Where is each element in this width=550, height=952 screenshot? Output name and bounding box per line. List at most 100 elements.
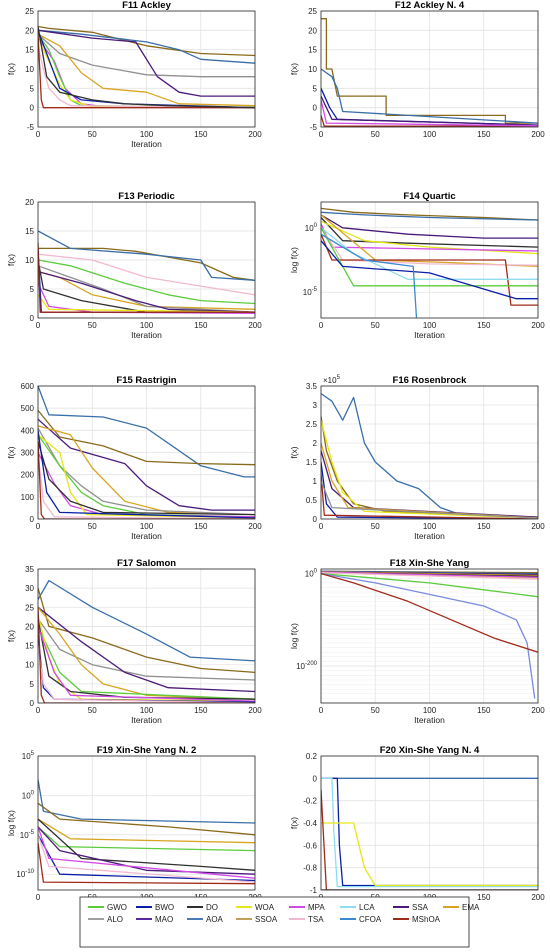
y-axis-label: f(x) xyxy=(289,446,299,458)
legend-label: MAO xyxy=(155,915,173,924)
series-line-ema xyxy=(38,425,255,516)
y-tick-label: 5 xyxy=(30,680,35,689)
series-line-alo xyxy=(38,618,255,681)
series-line-cfoa xyxy=(321,233,418,318)
x-tick-label: 0 xyxy=(36,706,41,715)
series-line-lca xyxy=(321,777,538,888)
x-tick-label: 150 xyxy=(477,706,491,715)
x-tick-label: 100 xyxy=(140,321,154,330)
x-tick-label: 50 xyxy=(371,706,380,715)
series-line-do xyxy=(38,441,255,516)
y-tick-label: 600 xyxy=(21,382,35,391)
series-line-ema xyxy=(38,33,255,107)
legend-item-gwo: GWO xyxy=(88,903,127,912)
series-line-ssa xyxy=(38,606,255,693)
x-tick-label: 200 xyxy=(248,522,262,531)
x-tick-label: 0 xyxy=(319,130,324,139)
chart-title: F12 Ackley N. 4 xyxy=(395,0,465,11)
y-tick-label: 5 xyxy=(30,84,35,93)
series-group xyxy=(321,570,538,699)
series-line-do xyxy=(38,26,255,109)
chart-title: F13 Periodic xyxy=(118,191,175,202)
series-line-cfoa xyxy=(38,230,255,281)
x-tick-label: 100 xyxy=(140,706,154,715)
x-tick-label: 200 xyxy=(531,130,545,139)
y-tick-label: -5 xyxy=(27,123,35,132)
legend-item-mshoa: MShOA xyxy=(393,915,441,924)
y-axis-label: f(x) xyxy=(6,630,16,642)
y-tick-label: 200 xyxy=(21,471,35,480)
y-tick-label: -5 xyxy=(310,123,318,132)
x-tick-label: 0 xyxy=(36,130,41,139)
series-line-tsa xyxy=(38,253,255,296)
legend-label: WOA xyxy=(255,903,275,912)
x-tick-label: 200 xyxy=(531,522,545,531)
axes-frame xyxy=(37,10,256,128)
y-tick-label: 5 xyxy=(313,84,318,93)
legend-item-woa: WOA xyxy=(236,903,275,912)
series-line-mshoa xyxy=(321,789,538,890)
chart-panel-7: 0 50 100 150 200 0 5 10 15 20 25 30 35 F17 Salomon Ite… xyxy=(6,558,262,725)
series-line-alo xyxy=(321,480,538,519)
chart-title: F17 Salomon xyxy=(117,558,176,569)
y-axis-label: f(x) xyxy=(6,254,16,266)
series-line-ssoa xyxy=(321,207,538,221)
chart-panel-4: 0 50 100 150 200 100 10-5 F14 Quartic Iteration l… xyxy=(289,191,545,340)
legend-item-ema: EMA xyxy=(443,903,480,912)
legend-label: BWO xyxy=(155,903,174,912)
y-tick-label: 20 xyxy=(25,622,34,631)
y-tick-label: 15 xyxy=(25,642,34,651)
x-tick-label: 50 xyxy=(88,321,97,330)
y-multiplier-exponent: 5 xyxy=(337,375,341,381)
x-tick-label: 100 xyxy=(140,522,154,531)
series-line-tsa xyxy=(38,834,255,883)
legend-label: SSA xyxy=(412,903,429,912)
series-line-ssa xyxy=(38,418,255,511)
series-line-cfoa xyxy=(321,211,538,221)
series-group xyxy=(38,779,255,885)
y-axis-label: log f(x) xyxy=(289,623,299,649)
x-tick-label: 100 xyxy=(423,321,437,330)
chart-panel-6: 0 50 100 150 200 0 0.5 1 1.5 2 2.5 3 3.5 ×105 F16 Rose… xyxy=(289,375,545,541)
axes-frame xyxy=(320,568,539,704)
series-line-woa xyxy=(321,420,538,519)
series-line-woa xyxy=(38,37,255,109)
series-line-mshoa xyxy=(321,572,538,653)
y-tick-label: 1 xyxy=(313,477,318,486)
series-line-gwo xyxy=(321,227,538,287)
legend-item-ssoa: SSOA xyxy=(236,915,278,924)
series-line-do xyxy=(38,818,255,871)
x-tick-label: 150 xyxy=(194,522,208,531)
y-tick-label: 0 xyxy=(30,314,35,323)
series-line-mshoa xyxy=(321,233,538,306)
y-tick-label: 35 xyxy=(25,565,34,574)
chart-title: F15 Rastrigin xyxy=(116,375,176,386)
y-axis-label: f(x) xyxy=(6,63,16,75)
series-line-bwo xyxy=(38,430,255,519)
x-tick-label: 0 xyxy=(319,706,324,715)
y-tick-label: 100 xyxy=(305,569,318,579)
x-tick-label: 0 xyxy=(319,321,324,330)
y-tick-label: 100 xyxy=(21,493,35,502)
y-tick-label: 300 xyxy=(21,449,35,458)
legend-label: MPA xyxy=(308,903,325,912)
y-tick-label: 100 xyxy=(22,790,35,800)
series-line-ssa xyxy=(38,826,255,875)
x-tick-label: 100 xyxy=(423,522,437,531)
y-tick-label: 500 xyxy=(21,404,35,413)
y-tick-label: 25 xyxy=(308,7,317,16)
x-tick-label: 200 xyxy=(248,130,262,139)
axes-frame xyxy=(320,385,539,520)
x-tick-label: 150 xyxy=(194,130,208,139)
y-tick-exponent: 0 xyxy=(31,790,35,796)
x-tick-label: 50 xyxy=(371,321,380,330)
x-tick-label: 150 xyxy=(477,522,491,531)
x-tick-label: 100 xyxy=(423,130,437,139)
y-tick-label: 10-5 xyxy=(303,287,318,297)
series-line-ssoa xyxy=(38,409,255,466)
series-line-ssa xyxy=(321,95,538,126)
series-group xyxy=(321,207,538,318)
series-line-alo xyxy=(38,265,255,313)
